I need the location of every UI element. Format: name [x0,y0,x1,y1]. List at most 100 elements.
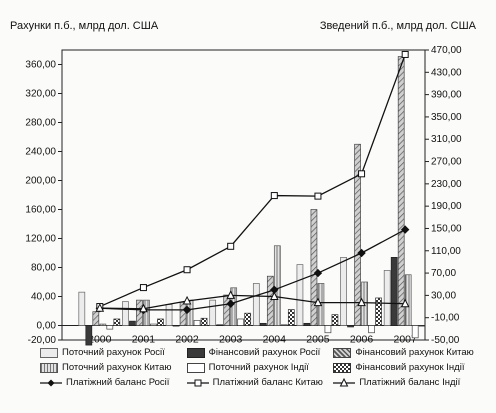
legend-swatch [40,362,58,373]
bar [223,294,231,326]
bar [266,275,274,326]
bar [280,324,288,326]
bar [324,325,332,334]
right-tick-label: 70,00 [431,268,456,279]
x-tick-label: 2006 [350,334,374,346]
bar [193,320,201,326]
legend-item: Платіжний баланс Індії [333,377,480,388]
left-tick-label: 40,00 [31,292,56,303]
right-tick-label: 430,00 [431,67,462,78]
bar [390,257,398,326]
legend-row: Поточний рахунок Росії Фінансовий рахунок… [40,345,480,360]
legend-line-marker [40,379,62,386]
legend-label: Платіжний баланс Індії [359,377,461,388]
point [401,50,409,58]
x-tick-label: 2002 [175,334,199,346]
legend-item: Поточний рахунок Росії [40,347,187,358]
legend-swatch [40,347,58,358]
bar [411,325,419,339]
bar [129,320,136,326]
bar [136,299,143,326]
bar [347,325,354,328]
legend-row: Платіжний баланс Росії Платіжний баланс К… [40,375,480,390]
bar [92,311,100,326]
bar [310,209,318,326]
right-tick-label: 350,00 [431,112,462,123]
right-tick-label: 110,00 [431,246,461,257]
bar [418,325,426,327]
point [270,291,279,300]
bar [296,264,304,326]
right-tick-label: 190,00 [431,201,462,212]
bar [404,274,412,326]
left-tick-label: 0,00 [37,321,57,332]
point [357,297,366,307]
legend-item: Фінансовий рахунок Китаю [333,347,480,358]
bar [216,324,224,326]
x-tick-label: 2007 [394,334,418,346]
bar [157,318,164,326]
legend-label: Платіжний баланс Китаю [212,377,323,388]
bar [179,301,187,326]
legend-swatch [186,362,205,373]
x-tick-label: 2001 [132,334,156,346]
left-tick-label: 200,00 [25,176,56,187]
legend-item: Фінансовий рахунок Росії [186,347,334,358]
bar [209,299,217,326]
point [139,303,148,313]
bar [331,314,339,326]
legend-item: Поточний рахунок Індії [186,362,334,373]
legend: Поточний рахунок Росії Фінансовий рахунок… [40,345,480,390]
bar [150,323,157,326]
point [139,284,147,292]
point [358,170,366,178]
right-tick-label: 30,00 [431,290,456,301]
bar [106,325,114,330]
legend-item: Поточний рахунок Китаю [40,362,187,373]
legend-label: Платіжний баланс Росії [66,377,170,388]
bar [252,283,260,326]
legend-swatch [333,347,352,358]
point [400,298,410,308]
left-tick-label: 240,00 [25,147,56,158]
point [226,290,235,299]
series-line [99,54,406,308]
bar [172,325,180,327]
left-axis-title: Рахунки п.б., млрд дол. США [10,20,159,32]
legend-line-marker [186,379,209,386]
bar [165,304,173,326]
legend-item: Платіжний баланс Китаю [186,377,334,388]
left-tick-label: -20,00 [28,335,57,346]
bar [354,143,361,326]
legend-swatch [333,362,352,373]
left-tick-label: 280,00 [25,118,56,129]
right-tick-label: 150,00 [431,223,462,234]
point [226,299,235,308]
left-tick-label: 160,00 [25,205,56,216]
point [400,225,410,234]
x-tick-label: 2003 [219,334,243,346]
bar [383,270,391,326]
point [270,192,278,200]
bar [340,257,347,326]
legend-label: Фінансовий рахунок Росії [208,347,321,358]
right-tick-label: 390,00 [431,90,462,101]
left-tick-label: 320,00 [25,89,56,100]
bar [273,245,281,326]
plot-frame [61,49,426,341]
legend-label: Поточний рахунок Китаю [62,362,172,373]
bar [113,318,121,326]
right-tick-label: 230,00 [431,179,462,190]
x-tick-label: 2000 [88,334,112,346]
right-tick-label: 270,00 [431,157,462,168]
point [314,192,322,200]
legend-item: Фінансовий рахунок Індії [333,362,480,373]
legend-label: Фінансовий рахунок Індії [355,362,465,373]
legend-row: Поточний рахунок Китаю Поточний рахунок І… [40,360,480,375]
legend-label: Поточний рахунок Індії [208,362,309,373]
bar [368,325,375,334]
legend-line-marker [333,377,356,386]
bar [237,318,245,326]
